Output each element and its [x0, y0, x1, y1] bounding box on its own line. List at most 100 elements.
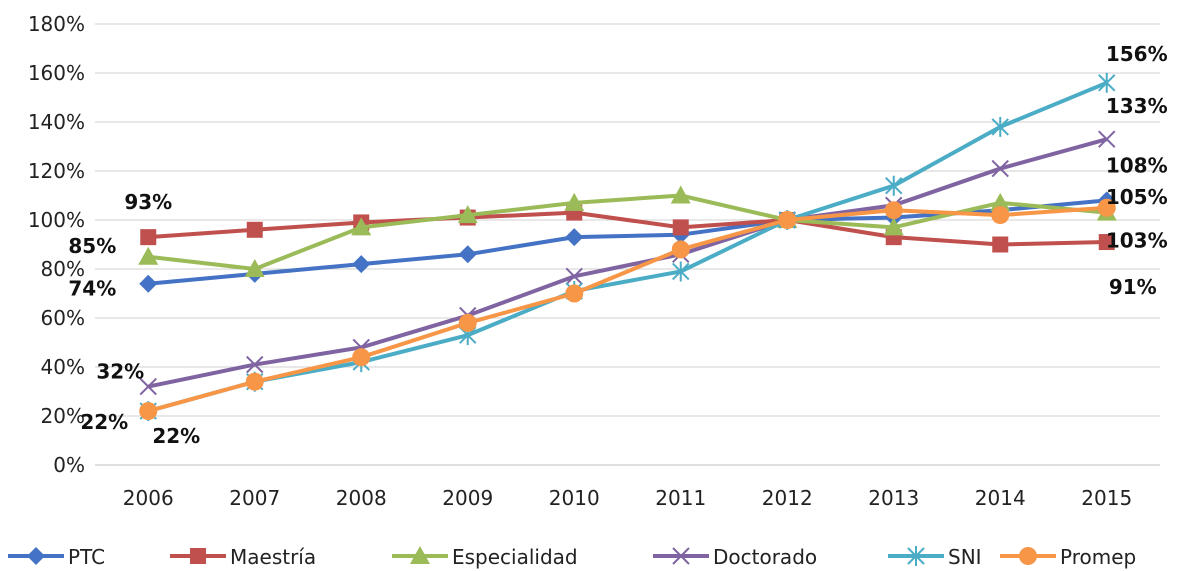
- point-ptc: [565, 228, 584, 247]
- data-label: 108%: [1106, 153, 1168, 177]
- data-label: 103%: [1106, 229, 1168, 253]
- point-promep: [139, 402, 158, 421]
- point-sni: [991, 116, 1009, 137]
- point-maestria: [140, 229, 157, 246]
- y-tick-label: 40%: [41, 355, 85, 379]
- point-promep: [245, 372, 264, 391]
- point-promep: [1097, 198, 1116, 217]
- legend-marker-sni: [907, 546, 925, 566]
- series-promep: [139, 198, 1116, 421]
- x-tick-label: 2009: [442, 486, 493, 510]
- x-tick-label: 2012: [762, 486, 813, 510]
- data-label: 22%: [152, 424, 200, 448]
- legend-item-maestria: Maestría: [170, 545, 316, 569]
- x-tick-label: 2010: [549, 486, 600, 510]
- data-label: 133%: [1106, 94, 1168, 118]
- point-ptc: [352, 255, 371, 274]
- y-tick-label: 140%: [28, 110, 85, 134]
- data-label: 74%: [68, 277, 116, 301]
- series-line-sni: [147, 80, 1108, 414]
- point-promep: [671, 240, 690, 259]
- y-tick-label: 180%: [28, 12, 85, 36]
- point-sni: [885, 175, 903, 196]
- point-doctorado: [1098, 130, 1116, 148]
- point-sni: [1098, 72, 1116, 93]
- y-tick-label: 20%: [41, 404, 85, 428]
- legend-marker-promep: [1019, 547, 1037, 565]
- y-tick-label: 0%: [53, 453, 85, 477]
- legend-item-sni: SNI: [888, 545, 982, 569]
- point-ptc: [458, 245, 477, 264]
- series-line-promep: [147, 205, 1107, 414]
- x-tick-label: 2011: [655, 486, 706, 510]
- data-labels: 74% 93% 85% 32% 22% 22% 156% 133% 108% 105% 103% 91…: [68, 42, 1167, 448]
- point-especialidad: [351, 217, 372, 236]
- legend-label: SNI: [948, 545, 982, 569]
- data-label: 105%: [1106, 185, 1168, 209]
- point-promep: [458, 313, 477, 332]
- y-axis-tick-labels: 0% 20% 40% 60% 80% 100% 120% 140% 160% 180%: [28, 12, 85, 477]
- data-label: 32%: [96, 360, 144, 384]
- data-label: 156%: [1106, 42, 1168, 66]
- legend-item-promep: Promep: [1000, 545, 1136, 569]
- data-label: 93%: [124, 190, 172, 214]
- y-tick-label: 120%: [28, 159, 85, 183]
- point-doctorado: [565, 267, 583, 286]
- point-especialidad: [244, 259, 265, 277]
- x-axis-tick-labels: 2006 2007 2008 2009 2010 2011 2012 2013 2014 2015: [123, 486, 1132, 510]
- series-lines: [138, 72, 1117, 422]
- point-maestria: [992, 236, 1009, 253]
- legend-label: Promep: [1060, 545, 1136, 569]
- data-label: 91%: [1109, 275, 1157, 299]
- legend-label: PTC: [68, 545, 105, 569]
- point-promep: [884, 201, 903, 220]
- legend-label: Maestría: [230, 545, 316, 569]
- legend-marker-maestria: [190, 548, 206, 564]
- y-tick-label: 80%: [41, 257, 85, 281]
- legend-label: Especialidad: [452, 545, 578, 569]
- point-ptc: [139, 274, 158, 293]
- y-tick-label: 100%: [28, 208, 85, 232]
- legend-item-especialidad: Especialidad: [392, 545, 578, 569]
- series-especialidad: [138, 185, 1117, 277]
- point-especialidad: [990, 192, 1011, 211]
- series-line-doctorado: [147, 137, 1108, 389]
- point-maestria: [672, 219, 689, 236]
- point-especialidad: [564, 192, 585, 211]
- legend: PTC Maestría Especialidad Doctorado SNI Prome…: [8, 545, 1136, 569]
- point-doctorado: [139, 377, 157, 396]
- y-tick-label: 160%: [28, 61, 85, 85]
- point-promep: [778, 211, 797, 229]
- point-sni: [672, 261, 690, 282]
- point-doctorado: [246, 355, 264, 374]
- x-tick-label: 2014: [975, 486, 1026, 510]
- point-especialidad: [883, 217, 904, 236]
- x-tick-label: 2008: [336, 486, 387, 510]
- x-tick-label: 2006: [123, 486, 174, 510]
- series-line-maestria: [148, 210, 1107, 247]
- x-tick-label: 2007: [229, 486, 280, 510]
- legend-marker-ptc: [27, 547, 45, 565]
- series-line-especialidad: [148, 193, 1107, 271]
- legend-item-doctorado: Doctorado: [653, 545, 817, 569]
- x-tick-label: 2015: [1081, 486, 1132, 510]
- point-promep: [352, 348, 371, 367]
- data-label: 22%: [80, 410, 128, 434]
- point-doctorado: [991, 159, 1009, 178]
- point-promep: [991, 206, 1010, 225]
- legend-item-ptc: PTC: [8, 545, 105, 569]
- point-especialidad: [138, 246, 159, 265]
- legend-marker-doctorado: [672, 547, 690, 565]
- point-promep: [565, 284, 584, 303]
- series-doctorado: [139, 130, 1116, 396]
- point-especialidad: [457, 205, 478, 224]
- data-label: 85%: [68, 234, 116, 258]
- y-tick-label: 60%: [41, 306, 85, 330]
- point-maestria: [1098, 234, 1115, 251]
- legend-marker-especialidad: [410, 546, 430, 564]
- legend-label: Doctorado: [713, 545, 817, 569]
- point-especialidad: [670, 185, 691, 204]
- series-sni: [139, 72, 1116, 422]
- point-maestria: [246, 221, 263, 238]
